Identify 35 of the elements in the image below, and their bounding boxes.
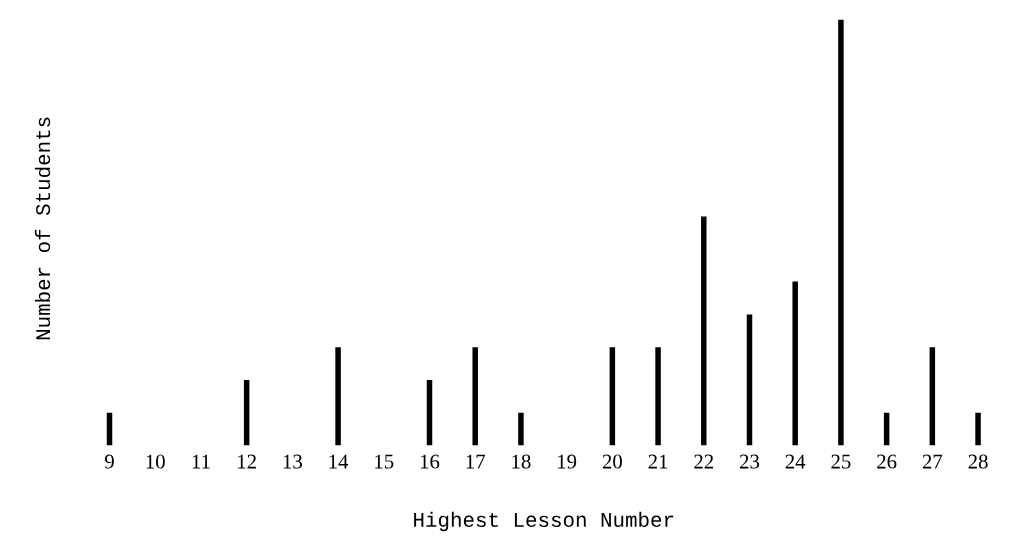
bar — [609, 347, 616, 446]
x-tick-label: 15 — [375, 454, 394, 469]
x-tick-label: 26 — [877, 454, 897, 469]
bar — [746, 314, 753, 446]
x-tick-label: 10 — [146, 454, 165, 469]
bar — [975, 412, 981, 446]
x-tick-label: 28 — [968, 454, 988, 469]
bar — [792, 281, 798, 446]
x-tick-label: 20 — [602, 454, 622, 469]
bar — [472, 347, 478, 446]
bar — [426, 380, 433, 446]
x-tick-label: 11 — [192, 454, 210, 469]
x-tick-label: 18 — [512, 454, 531, 469]
bar — [655, 347, 661, 446]
x-tick-label: 9 — [104, 454, 114, 469]
x-tick-label: 17 — [466, 454, 486, 469]
x-tick-label: 22 — [694, 454, 714, 469]
bar — [335, 347, 341, 446]
x-tick-label: 19 — [558, 454, 577, 469]
y-axis-title: Number of Students — [34, 117, 51, 340]
bar — [838, 19, 844, 446]
x-tick-label: 16 — [420, 454, 440, 469]
bar — [701, 216, 707, 446]
bar — [518, 412, 524, 446]
x-axis-title: Highest Lesson Number — [414, 511, 674, 532]
x-tick-label: 23 — [739, 454, 760, 469]
x-tick-label: 12 — [238, 454, 256, 469]
x-tick-label: 21 — [648, 454, 668, 469]
x-tick-label: 13 — [283, 454, 302, 469]
bar — [243, 380, 250, 446]
x-tick-label: 27 — [922, 454, 943, 469]
x-tick-label: 14 — [329, 454, 349, 469]
bar — [929, 347, 936, 446]
x-tick-label: 24 — [785, 454, 806, 469]
x-tick-label: 25 — [831, 454, 851, 469]
